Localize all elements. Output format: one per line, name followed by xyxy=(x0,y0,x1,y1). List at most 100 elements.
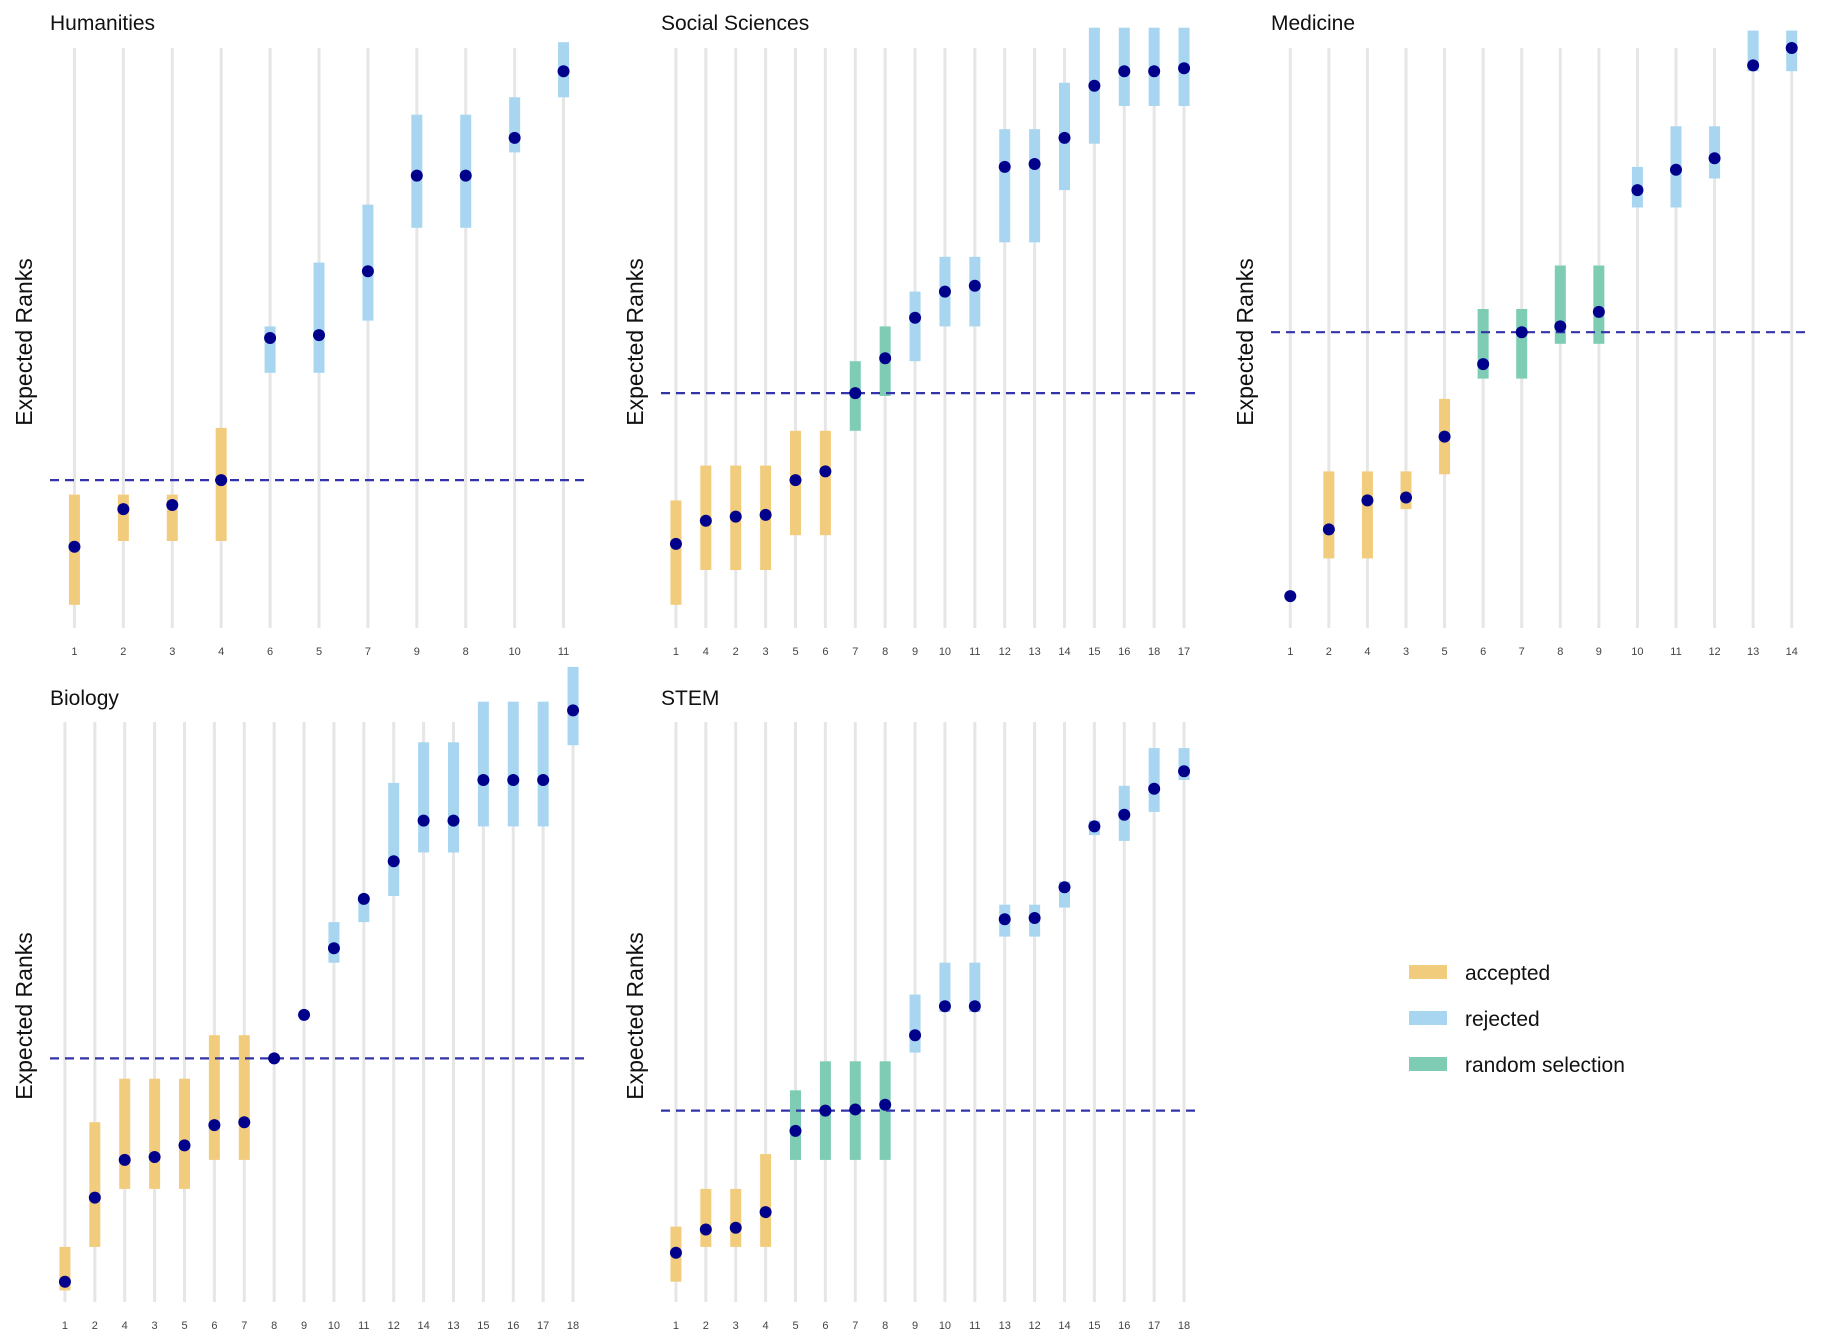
x-tick-label: 11 xyxy=(558,646,569,658)
interval-bar xyxy=(969,962,981,1012)
x-tick-label: 9 xyxy=(414,646,420,658)
interval-bar xyxy=(119,1078,131,1189)
x-tick-label: 7 xyxy=(241,1320,247,1332)
interval-bar xyxy=(208,1035,220,1160)
panel-stem: STEM Expected Ranks 1 2 3 4 5 6 7 8 9 10 11 13 12 14 1… xyxy=(622,687,1199,1332)
plot-area: 1 4 2 3 5 6 7 8 9 10 11 12 13 14 15 16 18 17 xyxy=(661,27,1199,658)
x-tick-label: 2 xyxy=(733,646,739,658)
interval-bar xyxy=(509,97,521,153)
rank-point xyxy=(789,474,802,487)
legend: accepted rejected random selection xyxy=(1409,962,1625,1077)
x-tick-label: 10 xyxy=(939,1320,951,1332)
x-tick-label: 14 xyxy=(1058,646,1070,658)
x-tick-label: 17 xyxy=(1178,646,1190,658)
x-tick-label: 4 xyxy=(122,1320,128,1332)
plot-area: 1 2 4 3 5 6 7 8 9 10 11 12 14 13 15 16 17 18 xyxy=(50,666,588,1332)
plot-area: 1 2 4 3 5 6 7 8 9 10 11 12 13 14 xyxy=(1271,30,1811,658)
x-tick-label: 2 xyxy=(92,1320,98,1332)
rank-point xyxy=(759,508,772,521)
x-tick-label: 7 xyxy=(365,646,371,658)
x-tick-label: 18 xyxy=(1178,1320,1190,1332)
x-tick-label: 4 xyxy=(763,1320,769,1332)
rank-point xyxy=(819,1104,832,1117)
rank-point xyxy=(1438,430,1451,443)
rank-point xyxy=(1148,782,1161,795)
rank-point xyxy=(410,169,423,182)
x-tick-label: 3 xyxy=(763,646,769,658)
interval-bar xyxy=(700,1188,712,1247)
interval-bar xyxy=(238,1035,250,1160)
interval-bar xyxy=(819,430,831,536)
rank-point xyxy=(669,1246,682,1259)
rank-point xyxy=(1118,808,1131,821)
x-tick-label: 13 xyxy=(1028,646,1040,658)
x-tick-label: 16 xyxy=(1118,646,1130,658)
legend-label-rejected: rejected xyxy=(1465,1008,1540,1031)
x-tick-label: 8 xyxy=(271,1320,277,1332)
x-tick-label: 18 xyxy=(567,1320,579,1332)
interval-bar xyxy=(909,994,921,1053)
rank-point xyxy=(1400,491,1412,504)
rank-point xyxy=(1178,765,1191,778)
rank-point xyxy=(819,465,832,478)
rank-point xyxy=(508,131,521,144)
x-tick-label: 14 xyxy=(1058,1320,1070,1332)
x-tick-label: 8 xyxy=(1557,646,1563,658)
x-tick-label: 1 xyxy=(71,646,77,658)
x-tick-label: 11 xyxy=(969,1320,980,1332)
interval-bar xyxy=(166,494,178,541)
rank-point xyxy=(699,514,712,527)
panel-title: Medicine xyxy=(1271,12,1355,35)
interval-bar xyxy=(1400,471,1412,510)
x-tick-label: 6 xyxy=(1480,646,1486,658)
interval-bar xyxy=(264,326,276,373)
x-tick-label: 6 xyxy=(211,1320,217,1332)
y-axis-label: Expected Ranks xyxy=(1232,258,1258,425)
x-tick-label: 7 xyxy=(1519,646,1525,658)
interval-bar xyxy=(760,1154,772,1247)
rank-point xyxy=(998,160,1011,173)
rank-point xyxy=(208,1119,221,1132)
legend-label-accepted: accepted xyxy=(1465,962,1550,985)
y-axis-label: Expected Ranks xyxy=(622,932,648,1099)
x-tick-label: 2 xyxy=(120,646,126,658)
x-tick-label: 7 xyxy=(852,646,858,658)
x-tick-label: 4 xyxy=(218,646,224,658)
rank-point xyxy=(117,503,130,516)
x-tick-label: 8 xyxy=(882,1320,888,1332)
interval-bar xyxy=(149,1078,161,1189)
rank-point xyxy=(789,1124,802,1137)
x-tick-label: 15 xyxy=(1088,646,1100,658)
x-tick-label: 12 xyxy=(1028,1320,1040,1332)
rank-point xyxy=(1322,523,1335,536)
rank-point xyxy=(1670,163,1682,176)
panel-title: STEM xyxy=(661,687,719,710)
rank-point xyxy=(1747,59,1760,72)
x-tick-label: 17 xyxy=(537,1320,549,1332)
rank-point xyxy=(909,1029,922,1042)
interval-bar xyxy=(1029,129,1041,243)
x-tick-label: 12 xyxy=(1708,646,1720,658)
x-tick-label: 5 xyxy=(181,1320,187,1332)
rank-point xyxy=(669,537,682,550)
interval-bar xyxy=(1593,265,1605,344)
rank-point xyxy=(1178,62,1191,75)
rank-point xyxy=(447,814,460,827)
x-tick-label: 3 xyxy=(1403,646,1409,658)
x-tick-label: 6 xyxy=(267,646,273,658)
x-tick-label: 7 xyxy=(852,1320,858,1332)
x-tick-label: 8 xyxy=(463,646,469,658)
x-tick-label: 18 xyxy=(1148,646,1160,658)
interval-bar xyxy=(909,291,921,362)
interval-bar xyxy=(418,742,430,853)
rank-point xyxy=(968,279,981,292)
x-tick-label: 13 xyxy=(999,1320,1011,1332)
rank-point xyxy=(1554,320,1567,333)
x-tick-label: 10 xyxy=(1631,646,1643,658)
y-axis-label: Expected Ranks xyxy=(622,258,648,425)
rank-point xyxy=(557,65,570,78)
panel-humanities: Humanities Expected Ranks 1 2 3 4 6 5 7 9 8 10 11 xyxy=(11,12,588,658)
interval-bar xyxy=(1323,471,1335,559)
